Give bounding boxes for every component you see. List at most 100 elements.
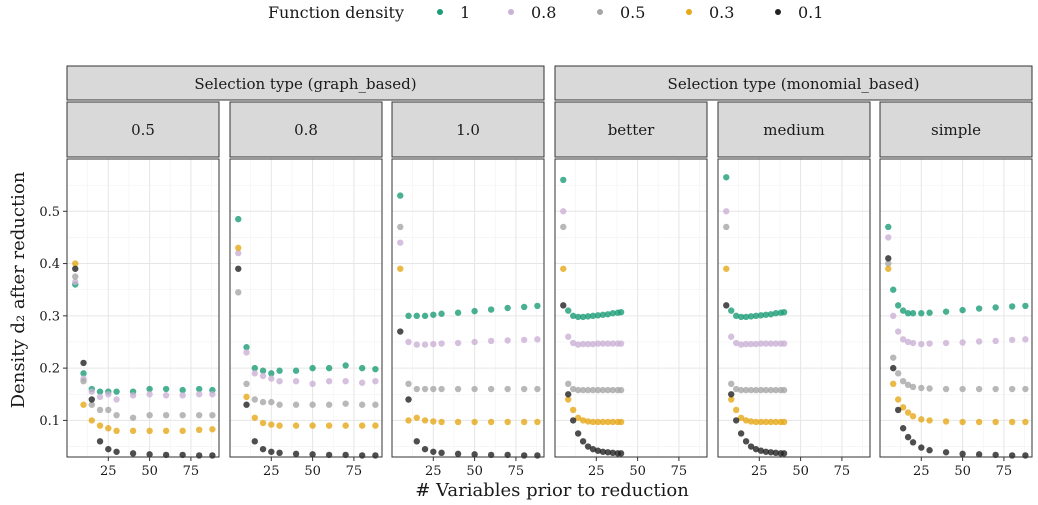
- panel-strip-label-5: simple: [931, 121, 981, 139]
- y-tick-label: 0.4: [39, 257, 60, 272]
- data-point-1-4-7: [309, 451, 316, 458]
- data-point-1-3-7: [309, 422, 316, 429]
- panel-strip-label-0: 0.5: [131, 121, 155, 139]
- data-point-0-3-1: [80, 401, 87, 408]
- data-point-4-4-3: [737, 430, 745, 437]
- data-point-0-4-10: [195, 452, 203, 459]
- data-point-1-3-0: [235, 244, 242, 252]
- data-point-4-3-4: [742, 417, 750, 424]
- panel-border-2: [391, 158, 545, 458]
- data-point-0-2-3: [96, 406, 104, 414]
- data-point-5-1-7: [926, 340, 933, 347]
- data-point-5-0-10: [975, 305, 983, 312]
- data-point-2-2-7: [471, 385, 478, 393]
- data-point-3-1-1: [565, 333, 572, 340]
- data-point-1-4-1: [243, 401, 250, 408]
- data-point-5-0-11: [992, 304, 999, 311]
- data-point-2-2-11: [534, 385, 541, 393]
- data-point-4-4-0: [723, 302, 730, 309]
- data-point-0-3-7: [146, 427, 153, 435]
- data-point-1-1-10: [358, 379, 366, 386]
- data-point-5-4-0: [885, 255, 892, 262]
- x-tick-label: 50: [141, 464, 158, 479]
- data-point-2-0-10: [520, 303, 528, 311]
- legend-key-1: [508, 9, 514, 15]
- y-tick-label: 0.1: [39, 414, 60, 429]
- data-point-4-1-12: [780, 340, 788, 347]
- data-point-4-2-0: [723, 223, 730, 231]
- data-point-0-4-4: [105, 445, 112, 453]
- data-point-3-0-1: [565, 307, 572, 314]
- data-point-0-2-7: [146, 411, 153, 419]
- data-point-1-2-10: [358, 401, 366, 408]
- data-point-0-1-6: [129, 392, 137, 399]
- data-point-5-2-13: [1022, 385, 1029, 393]
- data-point-4-4-6: [752, 445, 760, 453]
- data-point-1-3-10: [358, 422, 366, 429]
- data-point-4-3-8: [762, 418, 770, 426]
- data-point-4-3-3: [737, 414, 745, 421]
- legend-key-4: [775, 9, 781, 15]
- data-point-5-1-0: [885, 234, 892, 241]
- data-point-0-0-9: [179, 386, 186, 394]
- data-point-3-0-2: [569, 312, 577, 320]
- data-point-3-4-12: [617, 450, 625, 457]
- data-point-5-2-9: [959, 385, 966, 393]
- data-point-5-0-5: [909, 310, 917, 317]
- x-axis-label: # Variables prior to reduction: [415, 480, 689, 501]
- data-point-1-2-7: [309, 401, 316, 408]
- data-point-0-0-8: [162, 385, 170, 393]
- data-point-4-0-9: [767, 311, 775, 318]
- data-point-0-2-5: [113, 411, 120, 419]
- data-point-4-3-7: [757, 418, 765, 426]
- panel-background-1: [230, 159, 382, 457]
- panel-5: simple 25 50 75: [879, 101, 1033, 479]
- data-point-3-0-12: [617, 308, 625, 316]
- group-strip-label-0: Selection type (graph_based): [194, 75, 416, 93]
- legend-title: Function density: [268, 3, 404, 22]
- data-point-5-2-2: [894, 370, 902, 377]
- legend-label-3: 0.3: [709, 3, 734, 22]
- data-point-0-1-10: [195, 391, 203, 398]
- data-point-2-0-6: [454, 309, 462, 316]
- data-point-0-3-5: [113, 427, 120, 435]
- data-point-3-1-3: [574, 341, 582, 348]
- panel-2: 1.0 25 50 75: [391, 101, 545, 479]
- data-point-5-0-0: [885, 223, 892, 231]
- data-point-3-3-2: [569, 406, 577, 414]
- data-point-4-1-1: [728, 333, 735, 340]
- data-point-5-0-2: [894, 302, 902, 309]
- data-point-1-1-6: [292, 377, 300, 385]
- data-point-1-0-8: [325, 364, 333, 372]
- panel-strip-4: [717, 101, 871, 158]
- data-point-4-4-12: [780, 450, 788, 457]
- data-point-5-3-2: [894, 396, 902, 403]
- data-point-4-3-12: [780, 418, 788, 426]
- data-point-1-0-9: [342, 362, 349, 369]
- data-point-3-3-6: [589, 418, 597, 426]
- data-point-3-3-8: [599, 418, 607, 426]
- data-point-5-4-6: [918, 444, 925, 451]
- data-point-0-1-9: [179, 392, 186, 399]
- y-tick-label: 0.2: [39, 362, 60, 377]
- y-tick-label: 0.3: [39, 309, 60, 324]
- data-point-5-4-8: [942, 449, 950, 456]
- data-point-2-0-5: [438, 310, 445, 317]
- data-point-3-1-5: [584, 340, 592, 348]
- data-point-2-3-4: [430, 418, 437, 425]
- data-point-0-2-0: [72, 273, 79, 280]
- data-point-2-2-10: [520, 385, 528, 393]
- data-point-1-0-11: [372, 365, 379, 373]
- data-point-3-2-2: [569, 385, 577, 393]
- data-point-2-3-2: [413, 414, 420, 421]
- data-point-3-2-8: [599, 386, 607, 394]
- data-point-2-0-2: [413, 312, 420, 320]
- data-point-3-2-4: [579, 386, 587, 394]
- data-point-1-4-3: [259, 445, 267, 453]
- data-point-1-2-6: [292, 401, 300, 408]
- data-point-5-2-4: [904, 381, 912, 389]
- data-point-3-1-7: [594, 340, 602, 347]
- data-point-5-0-13: [1022, 302, 1029, 310]
- data-point-5-4-1: [890, 364, 897, 372]
